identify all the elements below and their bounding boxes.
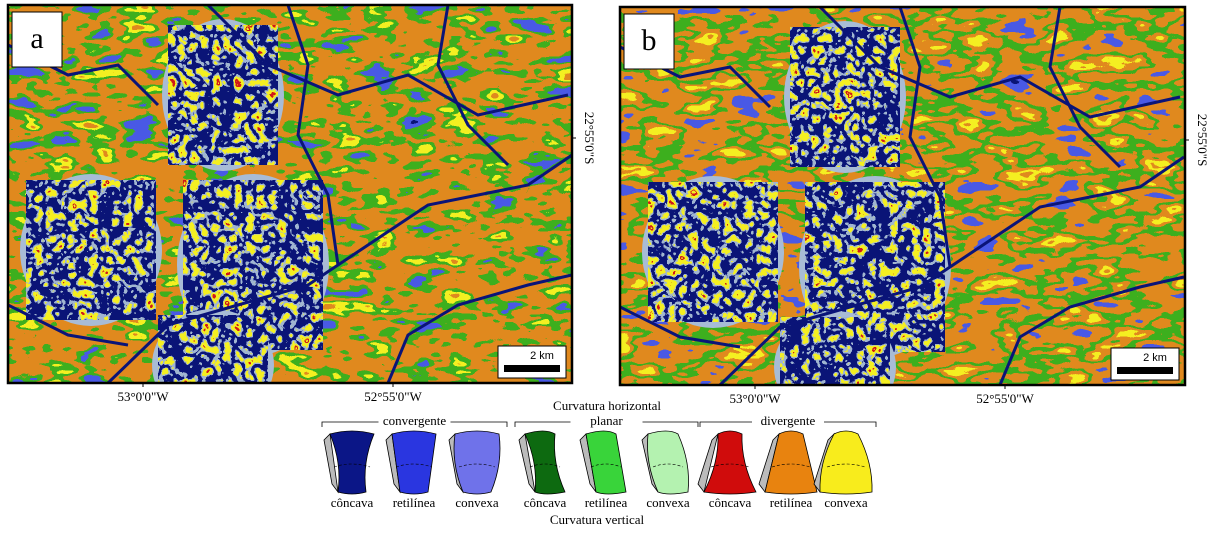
item-label: côncava	[524, 495, 567, 510]
figure: a 2 km 53°0'0"W 52°55'0"W 22°55'0"S b 2 km 53°0…	[0, 0, 1208, 531]
x-coord-label: 53°0'0"W	[729, 391, 781, 406]
cluster	[26, 180, 156, 320]
legend-icon	[324, 431, 374, 494]
legend-title: Curvatura horizontal	[553, 398, 661, 413]
map-panel: b 2 km 53°0'0"W 52°55'0"W 22°55'0"S	[620, 7, 1208, 423]
scale-label: 2 km	[1143, 352, 1167, 364]
item-label: retilínea	[393, 495, 436, 510]
item-label: convexa	[824, 495, 868, 510]
panel-label: a	[30, 22, 43, 55]
cluster	[648, 182, 778, 322]
x-coord-label: 52°55'0"W	[364, 389, 422, 404]
group-name: convergente	[383, 413, 447, 428]
legend-icon	[519, 431, 565, 494]
y-coord-label: 22°55'0"S	[1195, 114, 1208, 167]
legend-icon	[580, 431, 626, 494]
item-label: convexa	[455, 495, 499, 510]
cluster	[168, 25, 278, 165]
legend-icon	[642, 431, 689, 494]
group-name: planar	[590, 413, 623, 428]
map-image	[8, 5, 572, 421]
legend-icon	[386, 431, 436, 494]
legend-icon	[449, 431, 500, 494]
item-label: retilínea	[585, 495, 628, 510]
map-image	[620, 7, 1185, 423]
icon-face	[392, 431, 436, 494]
item-label: côncava	[709, 495, 752, 510]
cluster	[790, 27, 900, 167]
panel-label: b	[642, 24, 657, 57]
legend-footer: Curvatura vertical	[550, 512, 645, 527]
item-label: convexa	[646, 495, 690, 510]
map-panel: a 2 km 53°0'0"W 52°55'0"W 22°55'0"S	[8, 5, 597, 421]
icon-face	[454, 431, 500, 494]
scale-bar	[504, 365, 560, 372]
legend-icon	[698, 431, 756, 494]
maps: a 2 km 53°0'0"W 52°55'0"W 22°55'0"S b 2 km 53°0…	[8, 5, 1208, 423]
y-coord-label: 22°55'0"S	[582, 112, 597, 165]
group-name: divergente	[761, 413, 816, 428]
item-label: retilínea	[770, 495, 813, 510]
cluster	[158, 315, 268, 415]
item-label: côncava	[331, 495, 374, 510]
x-coord-label: 53°0'0"W	[117, 389, 169, 404]
cluster	[780, 317, 890, 417]
scale-bar	[1117, 367, 1173, 374]
x-coord-label: 52°55'0"W	[976, 391, 1034, 406]
legend: Curvatura horizontal Curvatura vertical …	[322, 398, 876, 527]
legend-icon	[759, 431, 817, 494]
scale-label: 2 km	[530, 350, 554, 362]
legend-icon	[814, 431, 872, 494]
